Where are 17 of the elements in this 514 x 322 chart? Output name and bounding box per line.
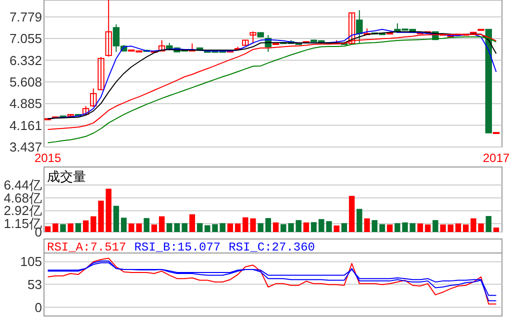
y-tick-label: 105	[20, 254, 42, 270]
y-tick-label: 53	[28, 276, 42, 292]
y-tick-label: 0	[34, 300, 42, 315]
y-tick-label: 2.92亿	[4, 203, 42, 218]
y-tick-label: 4.161	[9, 118, 42, 133]
y-tick-label: 7.055	[9, 31, 42, 46]
series-label: RSI_A:7.517	[47, 240, 126, 255]
y-tick-label: 6.332	[9, 52, 42, 68]
y-tick-label: 7.779	[9, 9, 42, 24]
series-label: RSI_C:27.360	[228, 240, 316, 255]
chart-title: 成交量	[47, 168, 86, 184]
y-tick-label: 4.68亿	[4, 190, 42, 206]
y-tick-label: 6.44亿	[4, 178, 42, 193]
series-label: RSI_B:15.077	[134, 240, 221, 255]
y-tick-label: 5.608	[9, 74, 42, 90]
y-tick-label: 4.885	[9, 96, 42, 112]
x-tick-label: 2017	[482, 151, 510, 165]
